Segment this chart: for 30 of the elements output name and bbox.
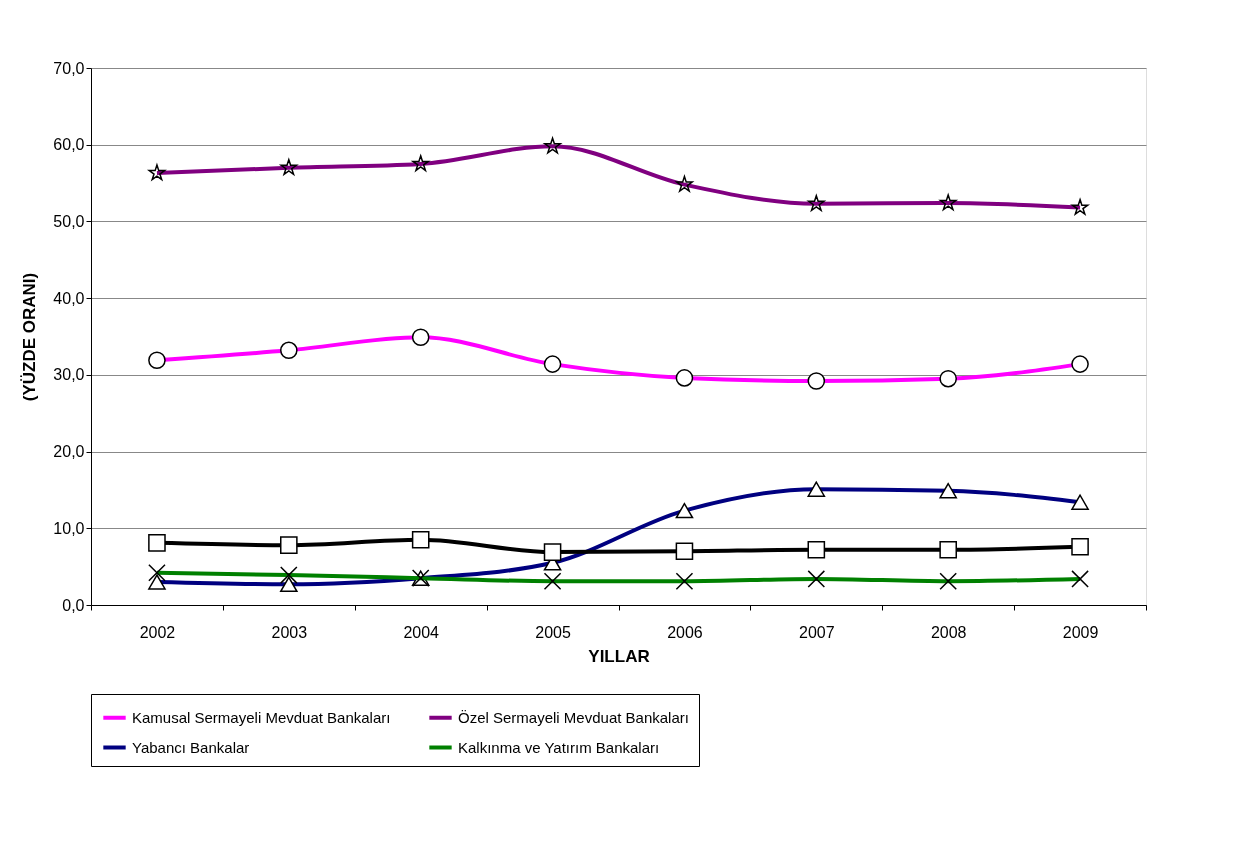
x-tick-label: 2009 bbox=[1062, 623, 1099, 641]
y-tick-label: 10,0 bbox=[53, 519, 85, 537]
y-tick-label: 0,0 bbox=[62, 596, 85, 614]
point bbox=[148, 534, 166, 552]
point bbox=[411, 530, 430, 549]
y-axis-title: (YÜZDE ORANI) bbox=[20, 272, 40, 402]
legend-label: Kalkınma ve Yatırım Bankaları bbox=[458, 738, 660, 756]
legend-label: Kamusal Sermayeli Mevduat Bankaları bbox=[132, 708, 391, 726]
y-tick-label: 20,0 bbox=[53, 443, 85, 461]
legend-label: Özel Sermayeli Mevduat Bankaları bbox=[458, 708, 689, 726]
point bbox=[675, 542, 694, 561]
y-tick-label: 40,0 bbox=[53, 289, 85, 307]
x-tick-label: 2005 bbox=[535, 623, 571, 641]
point bbox=[280, 536, 298, 554]
point bbox=[939, 540, 957, 559]
y-tick-label: 50,0 bbox=[53, 212, 85, 230]
y-tick-label: 30,0 bbox=[53, 366, 85, 384]
y-tick-label: 60,0 bbox=[53, 136, 85, 154]
x-tick-label: 2008 bbox=[930, 623, 967, 641]
x-tick-label: 2007 bbox=[799, 623, 835, 641]
y-tick-label: 70,0 bbox=[53, 59, 85, 77]
point bbox=[543, 543, 562, 561]
x-tick-label: 2003 bbox=[271, 623, 308, 641]
x-tick-label: 2002 bbox=[139, 623, 176, 641]
point bbox=[1071, 537, 1089, 556]
x-axis-title: YILLAR bbox=[588, 646, 650, 666]
legend-label: Yabancı Bankalar bbox=[132, 738, 250, 756]
point bbox=[807, 540, 826, 559]
x-tick-label: 2004 bbox=[403, 623, 440, 641]
x-tick-label: 2006 bbox=[667, 623, 703, 641]
